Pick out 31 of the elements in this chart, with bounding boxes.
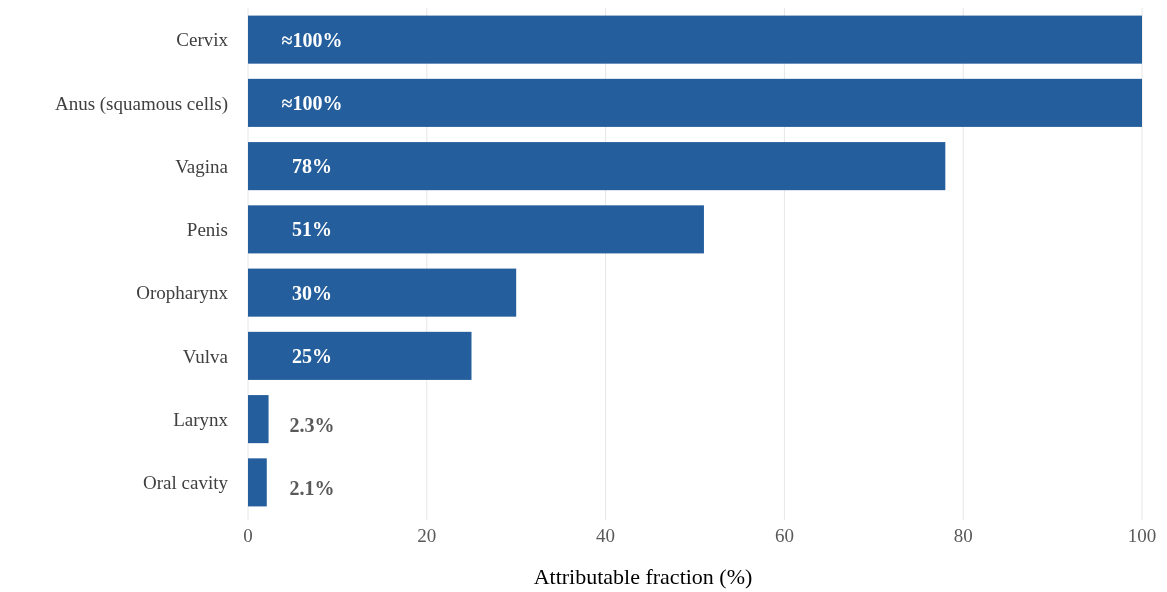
x-tick-label: 60 bbox=[774, 525, 794, 546]
data-label: 2.1% bbox=[289, 477, 335, 500]
bar bbox=[248, 458, 267, 507]
y-tick-label: Vulva bbox=[182, 345, 229, 367]
y-tick-label: Larynx bbox=[173, 408, 229, 430]
y-tick-label: Oropharynx bbox=[136, 282, 229, 304]
x-tick-label: 80 bbox=[953, 525, 973, 546]
y-tick-label: Cervix bbox=[176, 29, 229, 51]
bar bbox=[248, 78, 1142, 127]
y-tick-label: Anus (squamous cells) bbox=[54, 92, 228, 115]
y-tick-label: Vagina bbox=[175, 155, 229, 177]
data-label: ≈100% bbox=[281, 91, 343, 114]
bar bbox=[248, 268, 517, 317]
y-tick-label: Penis bbox=[186, 219, 228, 241]
bar bbox=[248, 395, 269, 444]
bar bbox=[248, 15, 1142, 64]
x-axis-title: Attributable fraction (%) bbox=[533, 564, 753, 589]
x-tick-label: 100 bbox=[1127, 525, 1157, 546]
data-label: 51% bbox=[292, 218, 332, 241]
bar bbox=[248, 331, 472, 380]
x-tick-label: 20 bbox=[417, 525, 437, 546]
data-label: 25% bbox=[292, 344, 332, 367]
bar bbox=[248, 142, 946, 191]
y-tick-label: Oral cavity bbox=[143, 472, 229, 494]
x-tick-label: 40 bbox=[596, 525, 616, 546]
data-label: 78% bbox=[292, 155, 332, 178]
bar bbox=[248, 205, 704, 254]
data-label: ≈100% bbox=[281, 28, 343, 51]
data-label: 30% bbox=[292, 281, 332, 304]
x-tick-label: 0 bbox=[243, 525, 253, 546]
data-label: 2.3% bbox=[289, 414, 335, 437]
